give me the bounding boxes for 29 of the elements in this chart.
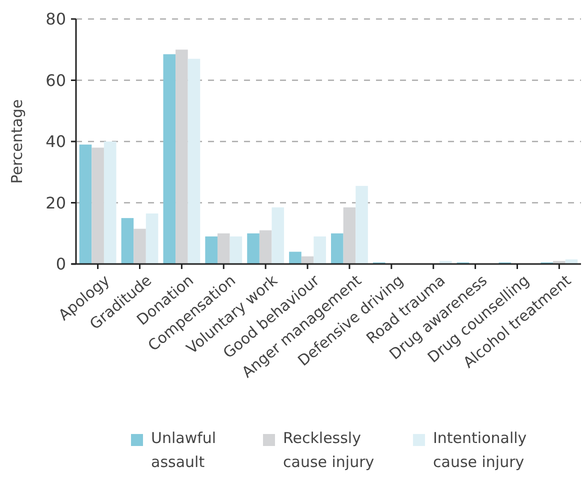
bar — [331, 233, 344, 264]
bar — [259, 230, 272, 264]
bar — [314, 236, 326, 264]
y-axis-title: Percentage — [8, 99, 26, 184]
bar — [188, 58, 200, 264]
bar — [289, 252, 302, 264]
y-tick-label: 60 — [46, 70, 66, 90]
bar — [104, 142, 116, 264]
bar — [356, 186, 368, 264]
bar — [146, 213, 158, 264]
bar — [343, 207, 356, 264]
legend-label: Unlawful assault — [151, 429, 216, 471]
bar — [217, 233, 230, 264]
bar — [92, 148, 104, 264]
bar — [134, 228, 146, 264]
y-tick-label: 20 — [46, 193, 66, 212]
bar — [272, 207, 284, 264]
y-tick-label: 0 — [56, 254, 66, 274]
bar — [79, 144, 92, 264]
legend-label: Recklessly cause injury — [283, 429, 374, 471]
bar — [247, 233, 260, 264]
bar — [121, 218, 134, 264]
bar — [230, 236, 242, 264]
legend-label: Intentionally cause injury — [433, 429, 527, 471]
bar — [176, 50, 188, 264]
y-tick-label: 80 — [46, 10, 66, 29]
bar — [205, 236, 218, 264]
y-tick-label: 40 — [46, 132, 66, 152]
bar — [163, 54, 176, 264]
